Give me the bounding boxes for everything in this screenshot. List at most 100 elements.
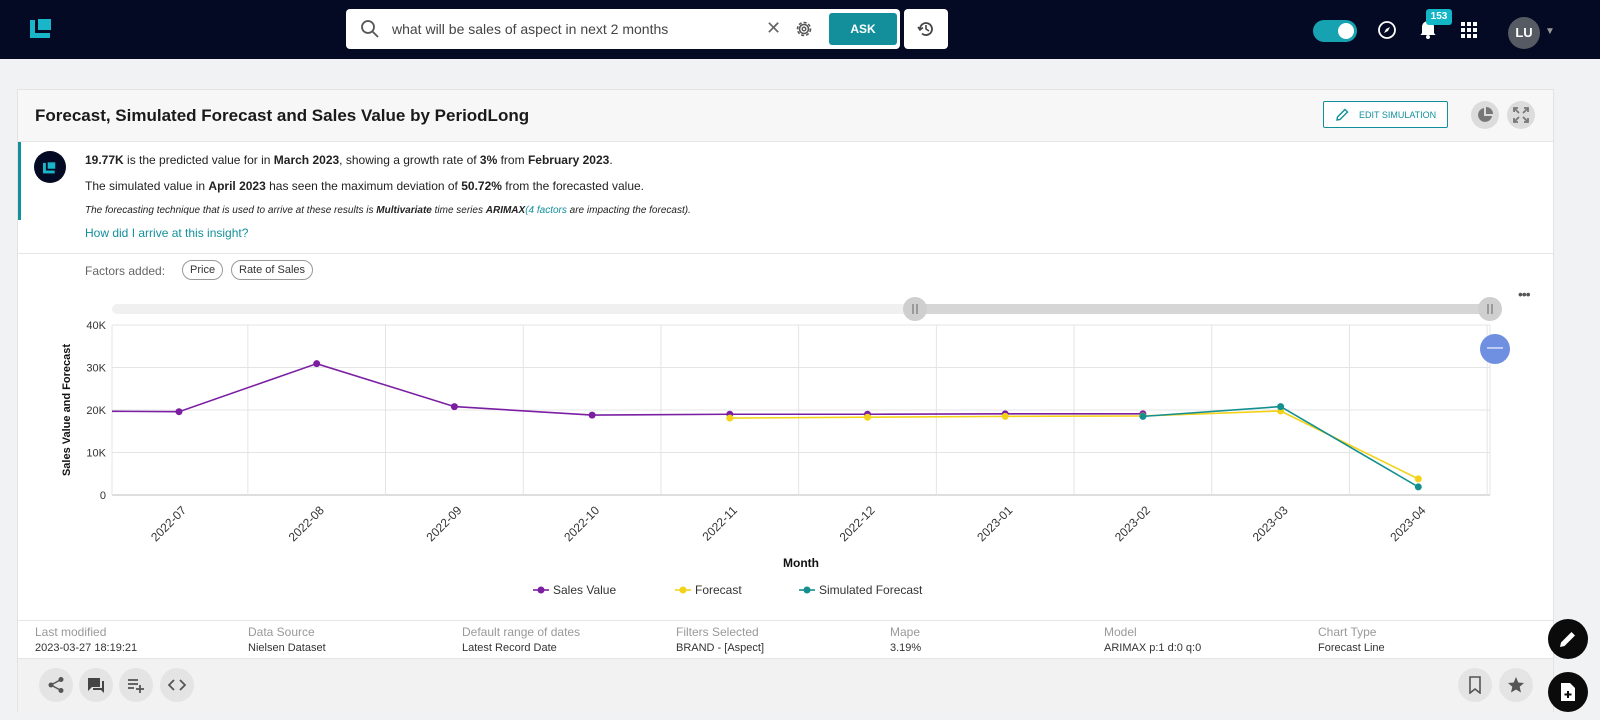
chevron-down-icon[interactable]: ▼ [1545,26,1555,37]
legend-label-forecast: Forecast [695,583,742,597]
expand-button[interactable] [1507,101,1535,129]
x-axis-title: Month [783,556,819,570]
factors-label: Factors added: [85,264,166,278]
playlist-add-icon [128,679,144,693]
insight-deviation: The simulated value in April 2023 has se… [85,179,644,193]
compass-icon[interactable] [1377,20,1397,40]
gear-icon[interactable] [794,19,814,39]
x-tick-label: 2022-08 [286,503,327,544]
legend-label-sales-value: Sales Value [553,583,616,597]
add-to-list-button[interactable] [119,668,153,702]
bookmark-button[interactable] [1458,668,1492,702]
insight-panel: 19.77K is the predicted value for in Mar… [18,142,1553,254]
insight-accent-bar [18,142,21,220]
comments-icon [88,678,104,693]
meta-model: Model ARIMAX p:1 d:0 q:0 [1104,625,1202,654]
legend-label-simulated-forecast: Simulated Forecast [819,583,923,597]
sales-value-line [111,362,1143,416]
edit-simulation-button[interactable]: EDIT SIMULATION [1323,101,1448,128]
forecast-point [864,413,871,421]
sales-value-point [175,408,183,416]
factors-link[interactable]: (4 factors [525,205,567,216]
meta-filters: Filters Selected BRAND - [Aspect] [676,625,765,654]
pencil-icon [1560,632,1575,647]
y-tick-label: 30K [86,363,106,375]
x-tick-label: 2023-02 [1112,503,1153,544]
insight-prediction: 19.77K is the predicted value for in Mar… [85,153,613,167]
card-title: Forecast, Simulated Forecast and Sales V… [35,106,530,125]
insight-card: Forecast, Simulated Forecast and Sales V… [17,89,1554,713]
app-logo[interactable] [30,16,54,38]
simulated-forecast-line [1142,405,1419,488]
y-tick-label: 10K [86,448,106,460]
ask-button[interactable]: ASK [829,13,897,45]
sales-value-point [450,403,458,411]
edit-fab-button[interactable] [1548,619,1588,659]
range-slider-selection [915,304,1490,314]
bookmark-icon [1469,676,1481,694]
code-icon [168,679,186,691]
x-tick-label: 2023-03 [1250,503,1291,544]
y-tick-label: 0 [100,490,106,502]
insight-explanation-link[interactable]: How did I arrive at this insight? [85,226,249,240]
clear-search-icon[interactable]: ✕ [766,18,782,38]
range-handle-start [903,297,927,321]
simulated-forecast-point [1139,412,1147,420]
search-icon [361,20,379,38]
pencil-icon [1336,108,1349,121]
factor-chip-rate-of-sales[interactable]: Rate of Sales [231,260,314,280]
range-handle-end [1478,297,1502,321]
meta-mape: Mape 3.19% [890,625,922,654]
x-tick-label: 2022-10 [561,503,602,544]
edit-simulation-label: EDIT SIMULATION [1359,110,1437,120]
simulated-forecast-point [1414,483,1422,491]
forecast-point [1414,475,1422,483]
factor-chip-price[interactable]: Price [182,260,224,280]
y-tick-label: 40K [86,320,106,332]
zoom-out-button[interactable]: — [1480,334,1510,364]
chart-metadata: Last modified 2023-03-27 18:19:21 Data So… [18,620,1553,658]
search-input[interactable] [392,18,732,40]
x-tick-label: 2023-04 [1387,503,1428,544]
theme-toggle[interactable] [1313,20,1357,42]
meta-chart-type: Chart Type Forecast Line [1318,625,1385,654]
pie-chart-icon [1478,107,1493,122]
history-button[interactable] [904,9,948,49]
notification-badge: 153 [1426,9,1452,25]
meta-last-modified: Last modified 2023-03-27 18:19:21 [35,625,138,654]
more-options-icon[interactable]: ••• [1518,286,1531,302]
new-document-fab-button[interactable] [1548,672,1588,712]
x-tick-label: 2022-12 [837,503,878,544]
share-icon [48,677,64,693]
top-bar: ✕ ASK 153 LU ▼ [0,0,1600,59]
search-box: ✕ ASK [346,9,900,49]
share-button[interactable] [39,668,73,702]
toggle-knob [1338,23,1354,39]
y-axis-title: Sales Value and Forecast [61,344,73,476]
legend-marker-simulated-forecast [803,586,811,594]
card-footer [18,658,1553,713]
expand-icon [1513,107,1529,123]
forecast-line-chart: 0 10K 20K 30K 40K 2022-07 2022-08 2022-09 2022-1… [61,297,1502,597]
app-logo-icon [43,160,57,174]
y-tick-label: 20K [86,405,106,417]
comments-button[interactable] [79,668,113,702]
chart-type-button[interactable] [1471,101,1499,129]
history-icon [917,22,933,36]
x-tick-label: 2022-07 [148,503,189,544]
meta-data-source: Data Source Nielsen Dataset [248,625,326,654]
forecast-point [1001,412,1009,420]
forecast-point [726,414,734,422]
embed-code-button[interactable] [160,668,194,702]
insight-logo [34,151,66,183]
legend-marker-forecast [679,586,687,594]
note-add-icon [1561,683,1575,701]
x-tick-label: 2022-11 [700,503,741,544]
favorite-button[interactable] [1499,668,1533,702]
user-avatar[interactable]: LU [1508,17,1540,49]
apps-grid-icon[interactable] [1461,22,1477,38]
legend-marker-sales-value [537,586,545,594]
simulated-forecast-point [1277,403,1285,411]
card-header: Forecast, Simulated Forecast and Sales V… [18,90,1553,142]
x-tick-label: 2023-01 [974,503,1015,544]
